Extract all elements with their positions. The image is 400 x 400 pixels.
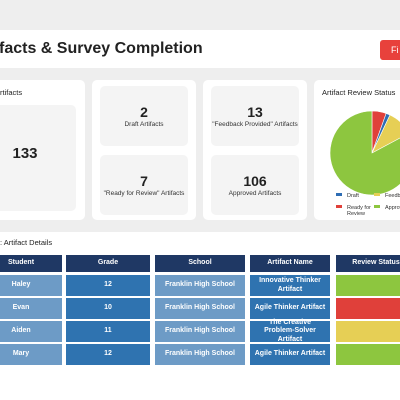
legend-swatch xyxy=(336,193,342,196)
legend-label: Ready for Review xyxy=(347,205,371,217)
stat-value: 106 xyxy=(243,173,267,189)
total-box xyxy=(0,105,76,211)
stat-card xyxy=(211,86,299,146)
total-label: rtifacts xyxy=(0,88,23,97)
legend-swatch xyxy=(374,205,380,208)
pie-slice xyxy=(329,110,400,196)
stat-card xyxy=(100,155,188,215)
table-cell: 12 xyxy=(66,344,150,365)
table-cell: Franklin High School xyxy=(155,344,245,365)
stat-label: "Feedback Provided" Artifacts xyxy=(212,121,298,128)
status-cell xyxy=(336,344,400,365)
pie-slice xyxy=(371,114,400,154)
page-title: facts & Survey Completion xyxy=(0,40,203,57)
column-header: Review Status xyxy=(336,255,400,272)
legend-swatch xyxy=(374,193,380,196)
legend-label: Feedback Provided xyxy=(385,193,400,199)
table-cell: 10 xyxy=(66,298,150,319)
status-cell xyxy=(336,275,400,296)
pie-title: Artifact Review Status xyxy=(322,88,396,97)
column-header: Student xyxy=(0,255,62,272)
table-cell: Evan xyxy=(0,298,62,319)
header xyxy=(0,30,400,68)
stat-value: 13 xyxy=(247,104,263,120)
stat-value: 7 xyxy=(140,173,148,189)
table-cell: Haley xyxy=(0,275,62,296)
table-title: : Artifact Details xyxy=(0,238,53,247)
legend-label: Draft xyxy=(347,193,359,199)
stat-label: "Ready for Review" Artifacts xyxy=(103,190,185,197)
stat-card xyxy=(100,86,188,146)
legend-swatch xyxy=(336,205,342,208)
total-value: 133 xyxy=(12,145,38,162)
table-cell: Innovative Thinker Artifact xyxy=(250,275,330,296)
status-cell xyxy=(336,321,400,342)
column-header: Artifact Name xyxy=(250,255,330,272)
table-cell: 11 xyxy=(66,321,150,342)
table-cell: Franklin High School xyxy=(155,298,245,319)
legend-label: Approved xyxy=(385,205,400,211)
filter-button[interactable]: Fi xyxy=(380,40,400,60)
table-cell: Franklin High School xyxy=(155,321,245,342)
table-cell: Mary xyxy=(0,344,62,365)
table-cell: 12 xyxy=(66,275,150,296)
stat-card xyxy=(211,155,299,215)
stat-value: 2 xyxy=(140,104,148,120)
table-cell: Agile Thinker Artifact xyxy=(250,298,330,319)
stat-label: Approved Artifacts xyxy=(228,190,282,197)
table-cell: Aiden xyxy=(0,321,62,342)
status-cell xyxy=(336,298,400,319)
table-cell: Agile Thinker Artifact xyxy=(250,344,330,365)
table-cell: The Creative Problem-Solver Artifact xyxy=(250,319,330,343)
table-cell: Franklin High School xyxy=(155,275,245,296)
column-header: Grade xyxy=(66,255,150,272)
column-header: School xyxy=(155,255,245,272)
stat-label: Draft Artifacts xyxy=(124,121,164,128)
